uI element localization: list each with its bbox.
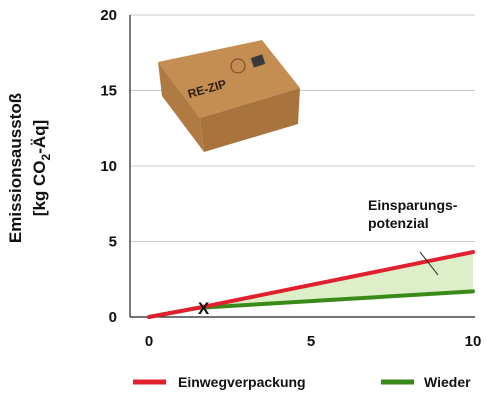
x-tick-label-5: 5 (307, 333, 315, 350)
series-line-einwegverpackung (147, 250, 475, 319)
savings-annotation-line1: Einsparungs- (368, 197, 458, 213)
y-tick-label-20: 20 (100, 7, 117, 24)
legend-label-einweg: Einwegverpackung (178, 374, 306, 390)
y-axis-label-line1: Emissionsausstoß (6, 93, 25, 243)
y-tick-label-10: 10 (100, 158, 117, 175)
tick-labels: 0 5 10 15 20 0 5 10 (100, 7, 481, 350)
legend-label-wieder: Wieder (424, 374, 471, 390)
box-photo: RE-ZIP (158, 40, 300, 152)
x-tick-label-0: 0 (145, 333, 153, 350)
y-axis-label-line2: [kg CO2-Äq] (30, 120, 53, 216)
y-tick-label-0: 0 (109, 309, 117, 326)
legend: Einwegverpackung Wieder (133, 374, 471, 390)
breakeven-marker: X (198, 299, 210, 318)
savings-annotation-pointer (419, 251, 439, 276)
x-tick-label-10: 10 (465, 333, 482, 350)
series-lines (147, 250, 475, 319)
y-tick-label-5: 5 (109, 234, 117, 251)
axes (129, 15, 475, 318)
savings-annotation-line2: potenzial (368, 215, 429, 231)
y-tick-label-15: 15 (100, 83, 117, 100)
